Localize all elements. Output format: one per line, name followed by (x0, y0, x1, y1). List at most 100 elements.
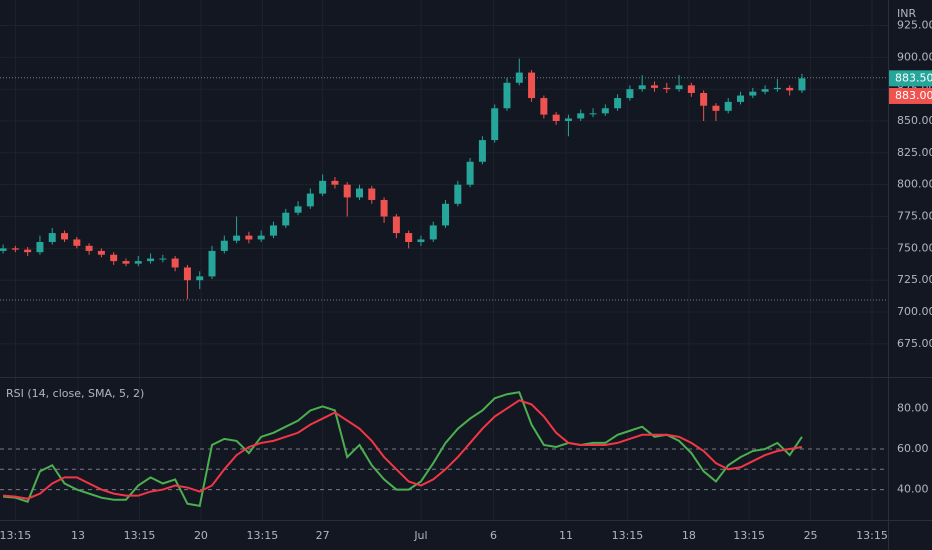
candle-body (233, 235, 241, 241)
candle-body (650, 85, 658, 88)
candle-body (454, 184, 462, 204)
x-tick-label: 25 (804, 529, 818, 542)
candle-body (159, 258, 167, 260)
x-tick-label: 27 (316, 529, 330, 542)
candle-body (24, 249, 32, 253)
x-tick-label: 11 (559, 529, 573, 542)
candle-body (110, 254, 118, 262)
y-tick-label: 725.00 (897, 273, 932, 286)
candle-body (392, 216, 400, 234)
candle-body (97, 250, 105, 255)
x-tick-label: 13:15 (0, 529, 31, 542)
y-tick-label: 825.00 (897, 146, 932, 159)
y-tick-label: 750.00 (897, 241, 932, 254)
candle-body (687, 85, 695, 93)
candle-body (675, 85, 683, 90)
candle-body (798, 78, 806, 91)
candle-body (61, 233, 69, 240)
candle-body (48, 233, 56, 242)
candle-body (343, 184, 351, 198)
candle-body (122, 261, 130, 264)
candle-body (405, 233, 413, 242)
rsi-tick-label: 40.00 (897, 483, 929, 496)
candle-body (269, 225, 277, 236)
candle-body (466, 161, 474, 185)
y-tick-label: 800.00 (897, 178, 932, 191)
candle-body (552, 114, 560, 121)
candle-body (761, 89, 769, 92)
candle-body (749, 91, 757, 96)
y-tick-label: 925.00 (897, 18, 932, 31)
candle-body (773, 87, 781, 90)
candle-body (196, 276, 204, 281)
candle-body (638, 85, 646, 90)
x-tick-label: 13 (71, 529, 85, 542)
price-label-box (889, 70, 932, 87)
rsi-tick-label: 80.00 (897, 401, 929, 414)
candle-body (282, 212, 290, 226)
candle-body (626, 89, 634, 99)
currency-label: INR (897, 7, 916, 20)
candle-body (147, 258, 155, 262)
candle-body (491, 108, 499, 141)
candle-body (442, 203, 450, 226)
price-label: 883.00 (895, 89, 932, 102)
candle-body (380, 199, 388, 217)
y-tick-label: 850.00 (897, 114, 932, 127)
candle-body (85, 245, 93, 251)
indicator-title: RSI (14, close, SMA, 5, 2) (6, 387, 144, 400)
candle-body (11, 248, 19, 250)
x-tick-label: 6 (490, 529, 497, 542)
y-tick-label: 900.00 (897, 50, 932, 63)
rsi-line (2, 399, 803, 500)
x-tick-label: Jul (413, 529, 427, 542)
candle-body (171, 258, 179, 268)
candle-body (220, 240, 228, 251)
candle-body (208, 250, 216, 277)
candle-body (0, 248, 7, 251)
rsi-tick-label: 60.00 (897, 442, 929, 455)
y-tick-label: 775.00 (897, 210, 932, 223)
candle-body (528, 72, 536, 99)
candle-body (356, 188, 364, 198)
candle-body (134, 261, 142, 264)
candle-body (294, 206, 302, 213)
candle-body (737, 95, 745, 102)
candle-body (331, 180, 339, 185)
candle-body (245, 235, 253, 240)
x-tick-label: 20 (194, 529, 208, 542)
candle-body (564, 118, 572, 121)
x-tick-label: 13:15 (612, 529, 644, 542)
candle-body (712, 105, 720, 111)
candle-body (614, 98, 622, 109)
candle-body (306, 193, 314, 207)
candle-body (36, 241, 44, 253)
y-tick-label: 675.00 (897, 337, 932, 350)
candle-body (515, 72, 523, 83)
candle-body (368, 188, 376, 200)
candle-body (601, 108, 609, 114)
candle-body (540, 98, 548, 115)
candle-body (417, 239, 425, 242)
candle-body (700, 92, 708, 106)
x-tick-label: 13:15 (247, 529, 279, 542)
candle-body (257, 235, 265, 240)
candle-body (724, 101, 732, 111)
candle-body (319, 180, 327, 194)
candle-body (478, 140, 486, 162)
candle-body (429, 225, 437, 240)
y-tick-label: 700.00 (897, 305, 932, 318)
x-tick-label: 13:15 (124, 529, 156, 542)
candle-body (589, 113, 597, 115)
candle-body (786, 87, 794, 91)
candle-body (503, 82, 511, 109)
x-tick-label: 13:15 (733, 529, 765, 542)
price-label-box (889, 87, 932, 104)
candle-body (663, 87, 671, 90)
candle-body (73, 239, 81, 246)
candle-body (183, 267, 191, 281)
candle-body (577, 113, 585, 119)
price-label: 883.50 (895, 71, 932, 84)
